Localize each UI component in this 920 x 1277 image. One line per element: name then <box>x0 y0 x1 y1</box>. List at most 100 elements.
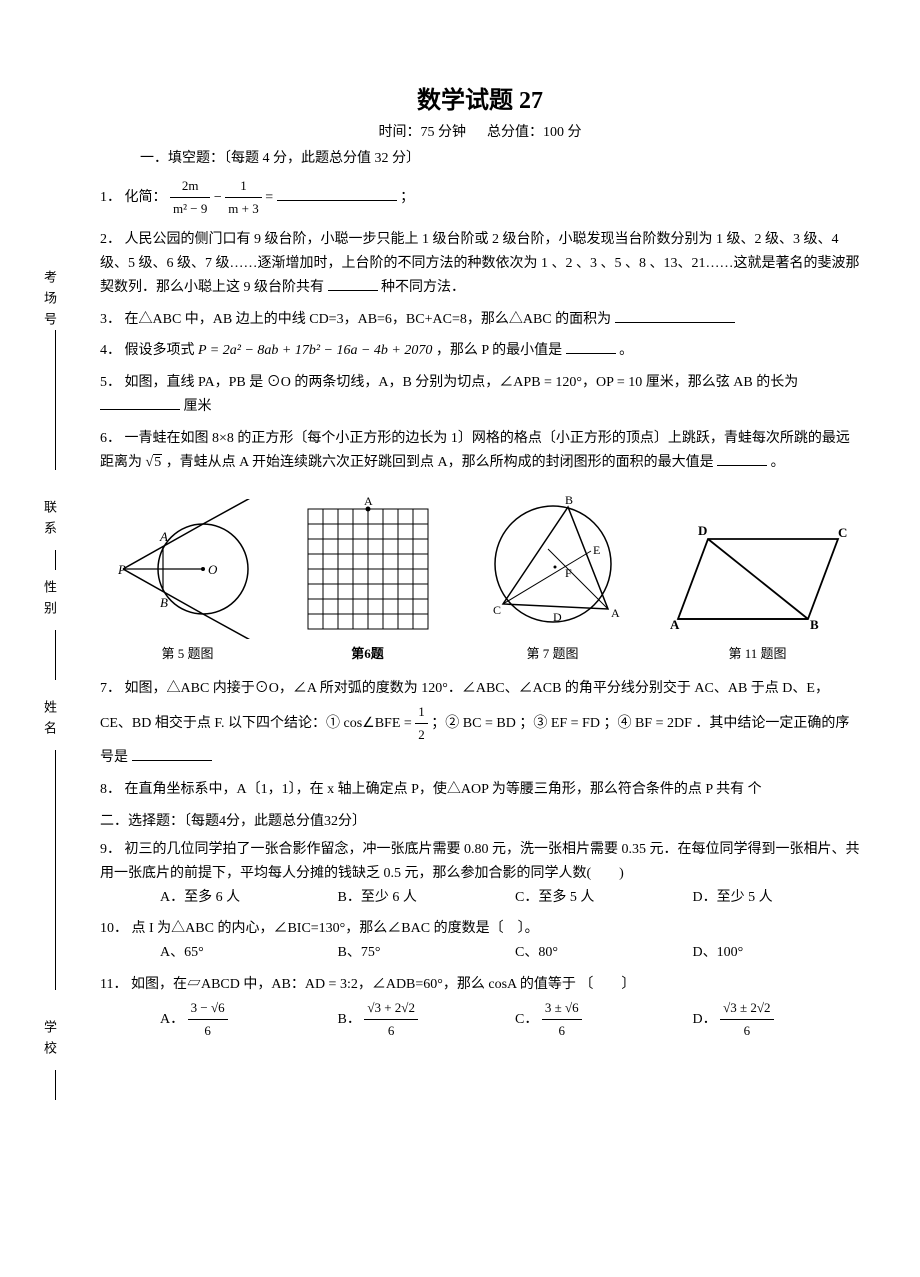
q10-opt-d[interactable]: D、100° <box>693 941 861 965</box>
svg-text:P: P <box>117 562 126 577</box>
q10-text: 点 I 为△ABC 的内心，∠BIC=130°，那么∠BAC 的度数是〔 〕。 <box>132 921 539 936</box>
section-choice-header: 二．选择题：〔每题4分，此题总分值32分〕 <box>100 810 860 830</box>
q4-suffix: ，那么 P 的最小值是 <box>436 343 562 358</box>
q9-opt-b[interactable]: B．至少 6 人 <box>338 886 506 910</box>
q11-text: 如图，在▱ABCD 中，AB：AD = 3:2，∠ADB=60°，那么 cosA… <box>131 977 635 992</box>
q9-num: 9． <box>100 842 121 857</box>
svg-text:A: A <box>159 529 168 544</box>
q4-num: 4． <box>100 343 121 358</box>
q3-num: 3． <box>100 312 121 327</box>
q6-num: 6． <box>100 431 121 446</box>
q10-num: 10． <box>100 921 128 936</box>
q9-options: A．至多 6 人 B．至少 6 人 C．至多 5 人 D．至少 5 人 <box>100 886 860 910</box>
side-line <box>55 330 56 470</box>
fig6-caption: 第6题 <box>351 643 384 662</box>
q7-frac: 1 2 <box>415 701 428 746</box>
q11-opt-d[interactable]: D． √3 ± 2√26 <box>693 997 861 1042</box>
figure-5: P A B O 第 5 题图 <box>113 499 263 662</box>
q4-prefix: 假设多项式 <box>125 343 199 358</box>
svg-text:A: A <box>670 617 680 632</box>
q11-num: 11． <box>100 977 127 992</box>
svg-text:D: D <box>698 523 707 538</box>
q11-options: A． 3 − √66 B． √3 + 2√26 C． 3 ± √66 D． √3… <box>100 997 860 1042</box>
svg-text:B: B <box>810 617 819 632</box>
question-5: 5． 如图，直线 PA，PB 是 ⊙O 的两条切线，A，B 分别为切点，∠APB… <box>100 371 860 419</box>
svg-text:A: A <box>611 606 620 620</box>
q5-text: 如图，直线 PA，PB 是 ⊙O 的两条切线，A，B 分别为切点，∠APB = … <box>125 375 799 390</box>
fig5-caption: 第 5 题图 <box>161 643 213 662</box>
side-line <box>55 630 56 680</box>
q10-opt-c[interactable]: C、80° <box>515 941 683 965</box>
q1-blank[interactable] <box>277 187 397 201</box>
q1-frac1: 2m m² − 9 <box>170 175 210 220</box>
q7-num: 7． <box>100 681 121 696</box>
q1-num: 1． <box>100 190 121 205</box>
q9-opt-c[interactable]: C．至多 5 人 <box>515 886 683 910</box>
q2-blank[interactable] <box>328 277 378 291</box>
q9-opt-a[interactable]: A．至多 6 人 <box>160 886 328 910</box>
question-3: 3． 在△ABC 中，AB 边上的中线 CD=3，AB=6，BC+AC=8，那么… <box>100 308 860 332</box>
q8-num: 8． <box>100 782 121 797</box>
question-4: 4． 假设多项式 P = 2a² − 8ab + 17b² − 16a − 4b… <box>100 339 860 363</box>
q5-blank[interactable] <box>100 396 180 410</box>
figure-7: B C A D E F 第 7 题图 <box>473 489 633 662</box>
svg-text:O: O <box>208 562 218 577</box>
q10-opt-a[interactable]: A、65° <box>160 941 328 965</box>
q4-formula: P = 2a² − 8ab + 17b² − 16a − 4b + 2070 <box>198 343 432 358</box>
svg-text:B: B <box>565 493 573 507</box>
q1-frac2: 1 m + 3 <box>225 175 261 220</box>
sidebar-name: 姓名 <box>40 700 59 742</box>
q11-opt-b[interactable]: B． √3 + 2√26 <box>338 997 506 1042</box>
q10-options: A、65° B、75° C、80° D、100° <box>100 941 860 965</box>
page-title: 数学试题 27 <box>100 80 860 115</box>
side-line <box>55 550 56 570</box>
q2-text: 人民公园的侧门口有 9 级台阶，小聪一步只能上 1 级台阶或 2 级台阶，小聪发… <box>100 232 860 295</box>
sidebar-exam-room: 考场号 <box>40 270 59 333</box>
svg-text:D: D <box>553 610 562 624</box>
side-line <box>55 750 56 990</box>
question-11: 11． 如图，在▱ABCD 中，AB：AD = 3:2，∠ADB=60°，那么 … <box>100 973 860 1042</box>
exam-info: 时间：75 分钟 总分值：100 分 <box>100 121 860 141</box>
q10-opt-b[interactable]: B、75° <box>338 941 506 965</box>
svg-text:A: A <box>364 494 373 508</box>
sidebar-contact: 联系 <box>40 500 59 542</box>
q9-opt-d[interactable]: D．至少 5 人 <box>693 886 861 910</box>
q1-prefix: 化简： <box>125 190 167 205</box>
svg-text:C: C <box>838 525 847 540</box>
score-label: 总分值：100 分 <box>487 125 582 140</box>
section-fill-header: 一．填空题：〔每题 4 分，此题总分值 32 分〕 <box>140 147 860 167</box>
fig7-caption: 第 7 题图 <box>526 643 578 662</box>
q11-opt-c[interactable]: C． 3 ± √66 <box>515 997 683 1042</box>
question-8: 8． 在直角坐标系中，A〔1，1〕，在 x 轴上确定点 P，使△AOP 为等腰三… <box>100 778 860 802</box>
fig11-caption: 第 11 题图 <box>728 643 786 662</box>
q8-text: 在直角坐标系中，A〔1，1〕，在 x 轴上确定点 P，使△AOP 为等腰三角形，… <box>125 782 762 797</box>
question-9: 9． 初三的几位同学拍了一张合影作留念，冲一张底片需要 0.80 元，洗一张相片… <box>100 838 860 909</box>
question-7: 7． 如图，△ABC 内接于⊙O，∠A 所对弧的度数为 120°．∠ABC、∠A… <box>100 677 860 770</box>
q2-num: 2． <box>100 232 121 247</box>
q3-blank[interactable] <box>615 309 735 323</box>
question-2: 2． 人民公园的侧门口有 9 级台阶，小聪一步只能上 1 级台阶或 2 级台阶，… <box>100 228 860 299</box>
q4-blank[interactable] <box>566 340 616 354</box>
sidebar-gender: 性别 <box>40 580 59 622</box>
q11-opt-a[interactable]: A． 3 − √66 <box>160 997 328 1042</box>
q6-blank[interactable] <box>717 452 767 466</box>
svg-text:C: C <box>493 603 501 617</box>
figure-11: A B C D 第 11 题图 <box>668 519 848 662</box>
q2-suffix: 种不同方法． <box>381 280 465 295</box>
question-1: 1． 化简： 2m m² − 9 − 1 m + 3 = ； <box>100 175 860 220</box>
figures-row: P A B O 第 5 题图 A 第6题 <box>100 489 860 662</box>
svg-text:F: F <box>565 566 572 580</box>
q7-blank[interactable] <box>132 747 212 761</box>
q6-text-b: ，青蛙从点 A 开始连续跳六次正好跳回到点 A，那么所构成的封闭图形的面积的最大… <box>166 455 714 470</box>
q9-text: 初三的几位同学拍了一张合影作留念，冲一张底片需要 0.80 元，洗一张相片需要 … <box>100 842 860 881</box>
sqrt-icon: 5 <box>146 451 163 475</box>
q3-text: 在△ABC 中，AB 边上的中线 CD=3，AB=6，BC+AC=8，那么△AB… <box>125 312 612 327</box>
time-label: 时间：75 分钟 <box>379 125 467 140</box>
svg-text:B: B <box>160 595 168 610</box>
q5-suffix: 厘米 <box>184 399 212 414</box>
question-10: 10． 点 I 为△ABC 的内心，∠BIC=130°，那么∠BAC 的度数是〔… <box>100 917 860 965</box>
figure-6: A 第6题 <box>298 494 438 662</box>
svg-text:E: E <box>593 543 600 557</box>
sidebar-school: 学校 <box>40 1020 59 1062</box>
q5-num: 5． <box>100 375 121 390</box>
